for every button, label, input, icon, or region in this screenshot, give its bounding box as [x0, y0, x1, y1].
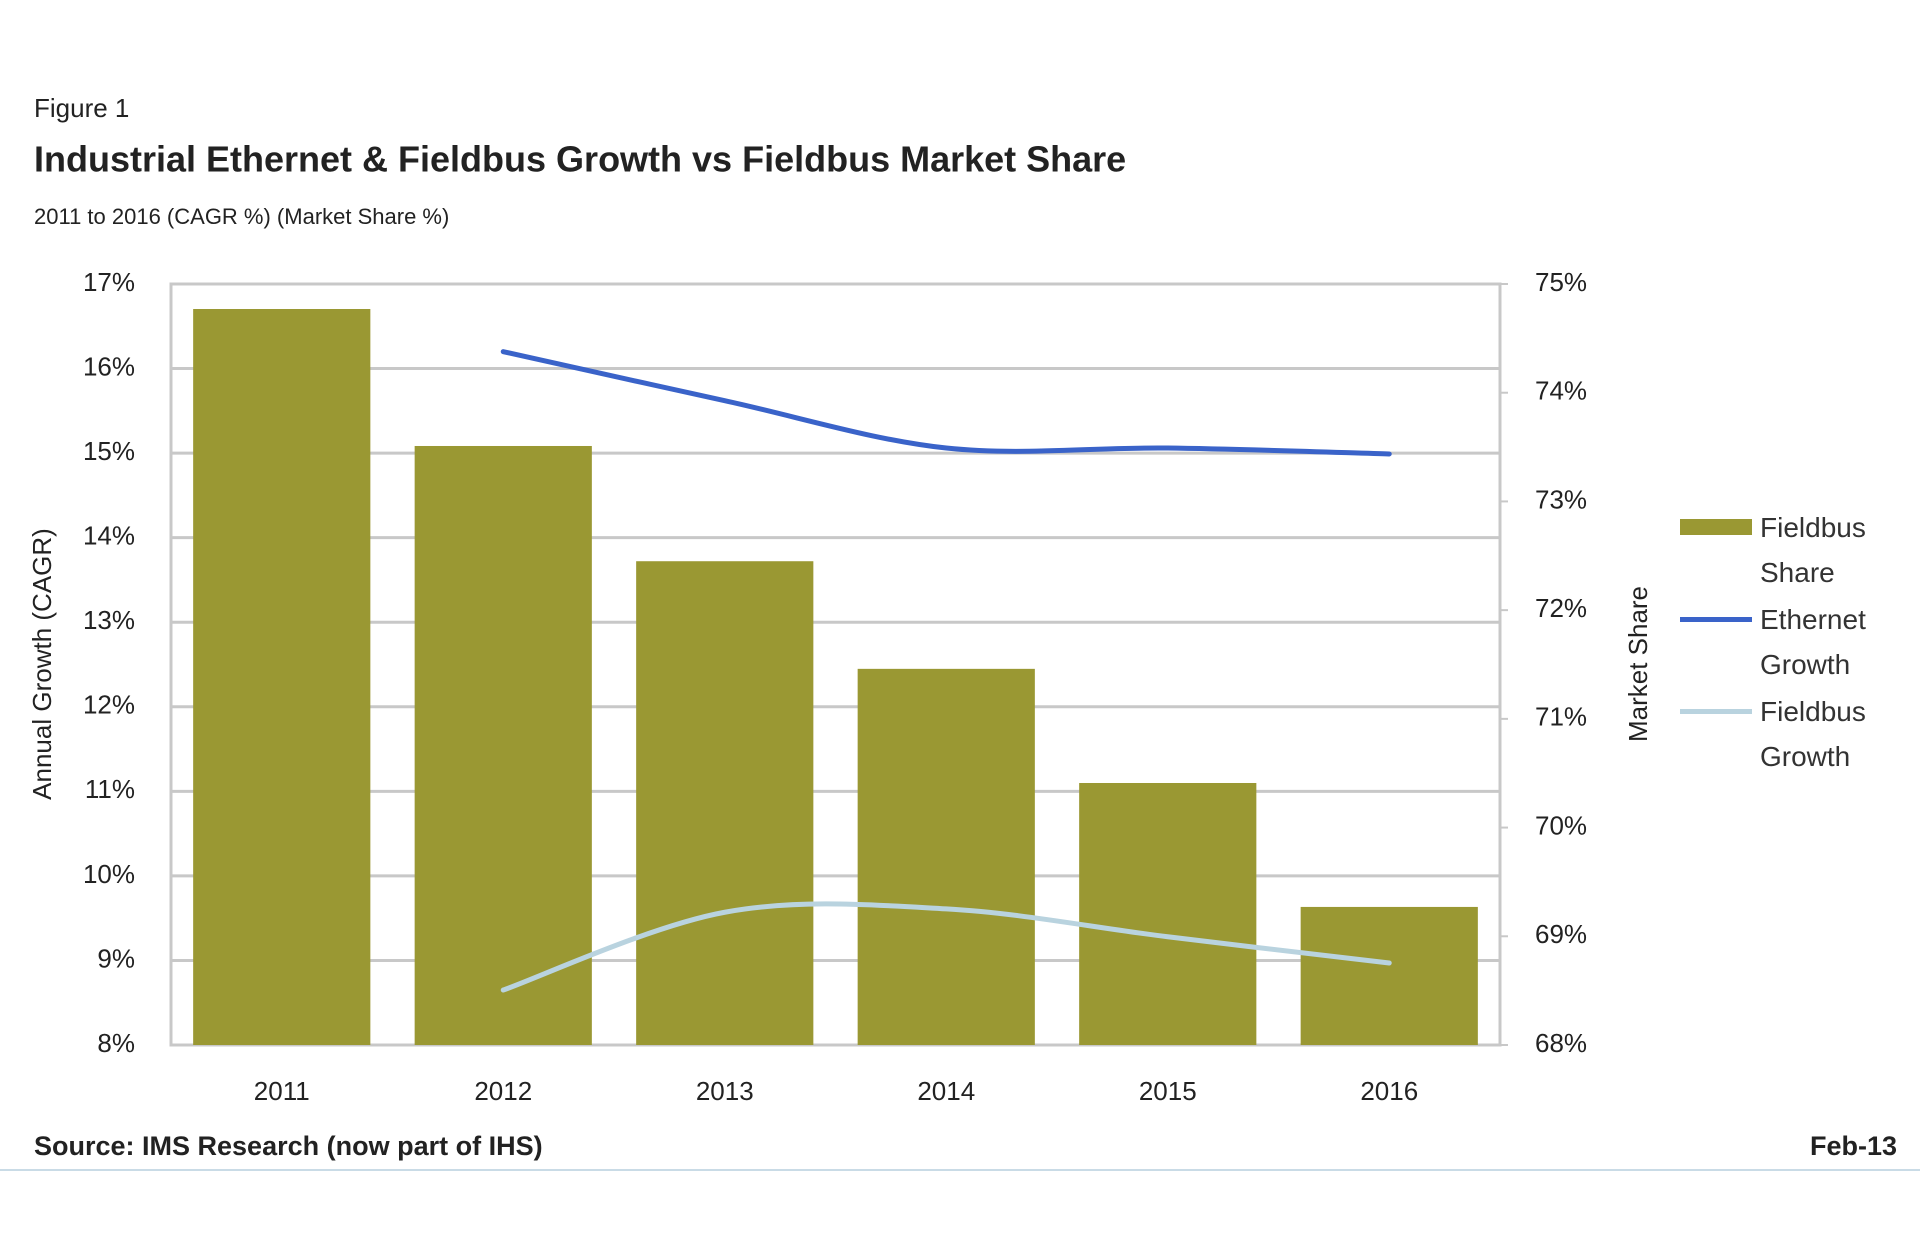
legend-item: Fieldbus Share — [1680, 505, 1910, 595]
y-tick-label: 11% — [85, 774, 135, 804]
bar — [414, 445, 592, 1046]
y-tick-label: 12% — [83, 690, 135, 720]
bar — [857, 668, 1035, 1045]
date-note: Feb-13 — [1810, 1131, 1897, 1161]
y2-tick-label: 70% — [1535, 810, 1587, 840]
y-tick-label: 8% — [97, 1028, 135, 1058]
bar — [193, 309, 371, 1045]
x-tick-label: 2011 — [254, 1076, 310, 1106]
y-axis-title: Annual Growth (CAGR) — [27, 528, 57, 800]
legend-item: Ethernet Growth — [1680, 597, 1910, 687]
y-tick-label: 16% — [83, 351, 135, 381]
line-series — [500, 901, 1392, 993]
x-tick-label: 2016 — [1360, 1076, 1418, 1106]
legend-item: Fieldbus Growth — [1680, 689, 1910, 779]
y2-axis-title: Market Share — [1623, 586, 1653, 742]
y2-tick-label: 73% — [1535, 484, 1587, 514]
y-tick-label: 14% — [83, 521, 135, 551]
chart-title: Industrial Ethernet & Fieldbus Growth vs… — [34, 139, 1126, 180]
y2-tick-label: 69% — [1535, 919, 1587, 949]
x-tick-label: 2014 — [917, 1076, 975, 1106]
x-tick-label: 2012 — [474, 1076, 532, 1106]
bar — [1300, 906, 1478, 1045]
y-tick-label: 10% — [83, 859, 135, 889]
y2-tick-label: 71% — [1535, 702, 1587, 732]
legend-label: Ethernet Growth — [1760, 604, 1866, 680]
line-series — [500, 349, 1392, 457]
source-note: Source: IMS Research (now part of IHS) — [34, 1131, 543, 1161]
y2-tick-label: 75% — [1535, 267, 1587, 297]
figure-label: Figure 1 — [34, 93, 129, 123]
y2-tick-label: 68% — [1535, 1028, 1587, 1058]
legend-swatch — [1680, 617, 1752, 622]
y-tick-label: 15% — [83, 436, 135, 466]
y2-tick-label: 74% — [1535, 376, 1587, 406]
y-tick-label: 17% — [83, 267, 135, 297]
x-tick-label: 2013 — [696, 1076, 754, 1106]
legend-swatch — [1680, 709, 1752, 714]
chart-subtitle: 2011 to 2016 (CAGR %) (Market Share %) — [34, 204, 449, 229]
x-tick-label: 2015 — [1139, 1076, 1197, 1106]
legend-swatch — [1680, 519, 1752, 535]
y2-tick-label: 72% — [1535, 593, 1587, 623]
y-tick-label: 13% — [83, 605, 135, 635]
legend-label: Fieldbus Growth — [1760, 696, 1866, 772]
y-tick-label: 9% — [97, 943, 135, 973]
bar — [636, 561, 814, 1045]
legend-label: Fieldbus Share — [1760, 512, 1866, 588]
legend: Fieldbus Share Ethernet Growth Fieldbus Gr… — [1680, 505, 1910, 781]
bar — [1079, 782, 1257, 1045]
